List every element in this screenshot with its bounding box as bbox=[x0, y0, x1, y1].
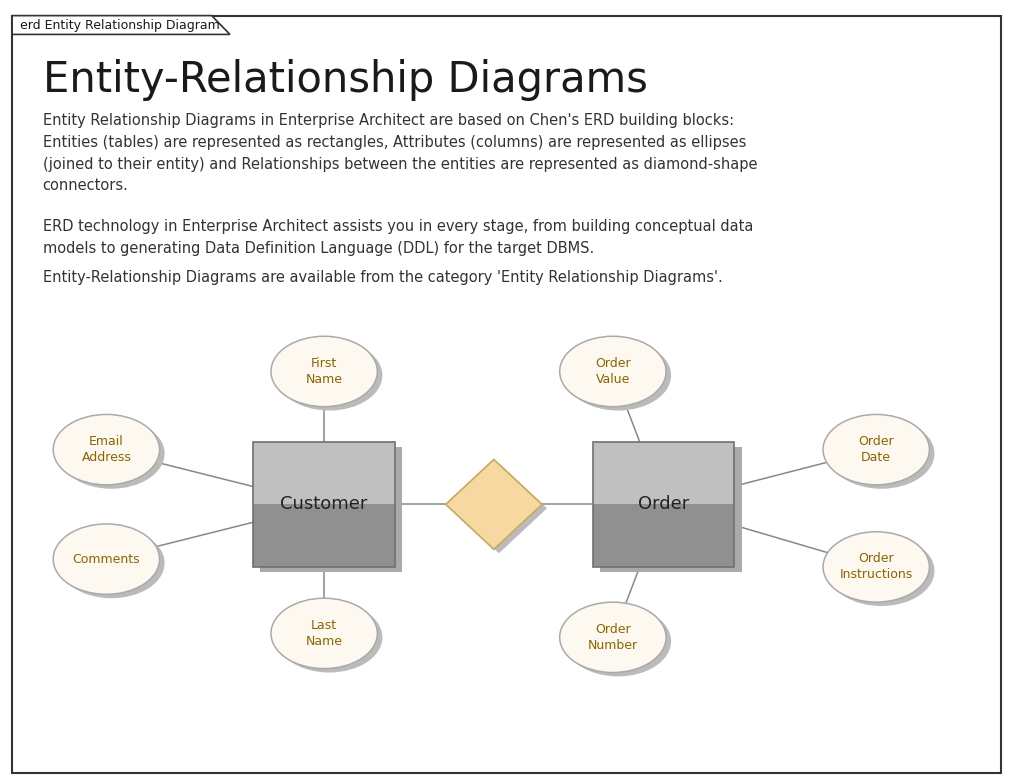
FancyBboxPatch shape bbox=[600, 447, 742, 572]
FancyBboxPatch shape bbox=[253, 442, 395, 504]
Text: Customer: Customer bbox=[281, 495, 368, 514]
Ellipse shape bbox=[824, 532, 930, 602]
Text: Entity-Relationship Diagrams: Entity-Relationship Diagrams bbox=[43, 59, 647, 101]
Text: Last
Name: Last Name bbox=[306, 619, 342, 648]
Text: Order
Instructions: Order Instructions bbox=[840, 552, 913, 582]
Text: Comments: Comments bbox=[73, 553, 140, 565]
Ellipse shape bbox=[565, 340, 672, 411]
Text: Order
Date: Order Date bbox=[858, 435, 894, 465]
Ellipse shape bbox=[559, 336, 667, 407]
Ellipse shape bbox=[53, 524, 160, 594]
Ellipse shape bbox=[271, 336, 377, 407]
Ellipse shape bbox=[829, 418, 934, 489]
Ellipse shape bbox=[559, 602, 667, 673]
Ellipse shape bbox=[824, 414, 930, 485]
FancyBboxPatch shape bbox=[253, 442, 395, 567]
Ellipse shape bbox=[58, 418, 164, 489]
Text: Order
Number: Order Number bbox=[588, 622, 638, 652]
FancyBboxPatch shape bbox=[260, 447, 402, 572]
Ellipse shape bbox=[829, 536, 934, 606]
FancyBboxPatch shape bbox=[593, 442, 734, 504]
Text: erd Entity Relationship Diagram: erd Entity Relationship Diagram bbox=[20, 19, 220, 31]
Text: First
Name: First Name bbox=[306, 357, 342, 386]
Text: Entity Relationship Diagrams in Enterprise Architect are based on Chen's ERD bui: Entity Relationship Diagrams in Enterpri… bbox=[43, 113, 757, 193]
Ellipse shape bbox=[565, 606, 672, 676]
Ellipse shape bbox=[276, 340, 383, 411]
Polygon shape bbox=[451, 463, 547, 554]
Ellipse shape bbox=[53, 414, 160, 485]
Text: Entity-Relationship Diagrams are available from the category 'Entity Relationshi: Entity-Relationship Diagrams are availab… bbox=[43, 270, 722, 285]
FancyBboxPatch shape bbox=[12, 16, 1001, 773]
Ellipse shape bbox=[271, 598, 377, 669]
Text: Order: Order bbox=[638, 495, 689, 514]
Ellipse shape bbox=[276, 602, 383, 673]
Text: Order
Value: Order Value bbox=[595, 357, 631, 386]
Ellipse shape bbox=[58, 528, 164, 598]
Polygon shape bbox=[446, 459, 542, 549]
Text: ERD technology in Enterprise Architect assists you in every stage, from building: ERD technology in Enterprise Architect a… bbox=[43, 219, 753, 256]
Polygon shape bbox=[12, 16, 230, 34]
Text: Email
Address: Email Address bbox=[81, 435, 132, 465]
FancyBboxPatch shape bbox=[593, 442, 734, 567]
